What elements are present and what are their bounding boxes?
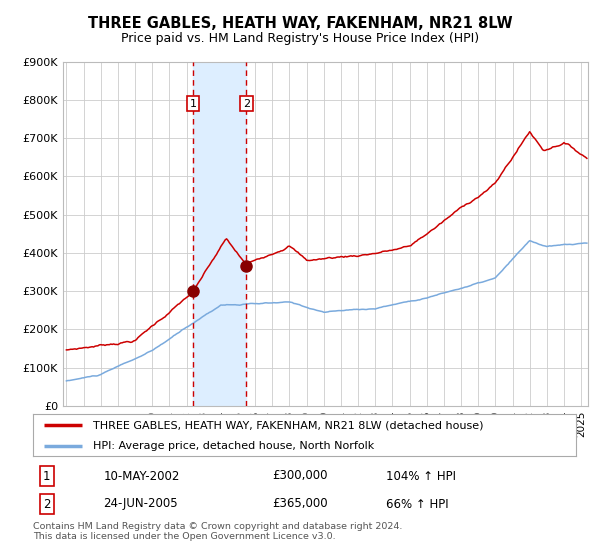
Text: 10-MAY-2002: 10-MAY-2002 (104, 469, 180, 483)
Text: £365,000: £365,000 (272, 497, 328, 511)
Text: 1: 1 (43, 469, 50, 483)
Text: HPI: Average price, detached house, North Norfolk: HPI: Average price, detached house, Nort… (93, 441, 374, 451)
Text: 24-JUN-2005: 24-JUN-2005 (104, 497, 178, 511)
Text: Price paid vs. HM Land Registry's House Price Index (HPI): Price paid vs. HM Land Registry's House … (121, 32, 479, 45)
Text: Contains HM Land Registry data © Crown copyright and database right 2024.
This d: Contains HM Land Registry data © Crown c… (33, 522, 403, 542)
Text: £300,000: £300,000 (272, 469, 328, 483)
Text: 2: 2 (242, 99, 250, 109)
Bar (193, 62, 246, 406)
Text: THREE GABLES, HEATH WAY, FAKENHAM, NR21 8LW: THREE GABLES, HEATH WAY, FAKENHAM, NR21 … (88, 16, 512, 31)
Text: 1: 1 (190, 99, 196, 109)
Text: 104% ↑ HPI: 104% ↑ HPI (386, 469, 456, 483)
Text: THREE GABLES, HEATH WAY, FAKENHAM, NR21 8LW (detached house): THREE GABLES, HEATH WAY, FAKENHAM, NR21 … (93, 421, 483, 430)
Text: 66% ↑ HPI: 66% ↑ HPI (386, 497, 449, 511)
Text: 2: 2 (43, 497, 50, 511)
